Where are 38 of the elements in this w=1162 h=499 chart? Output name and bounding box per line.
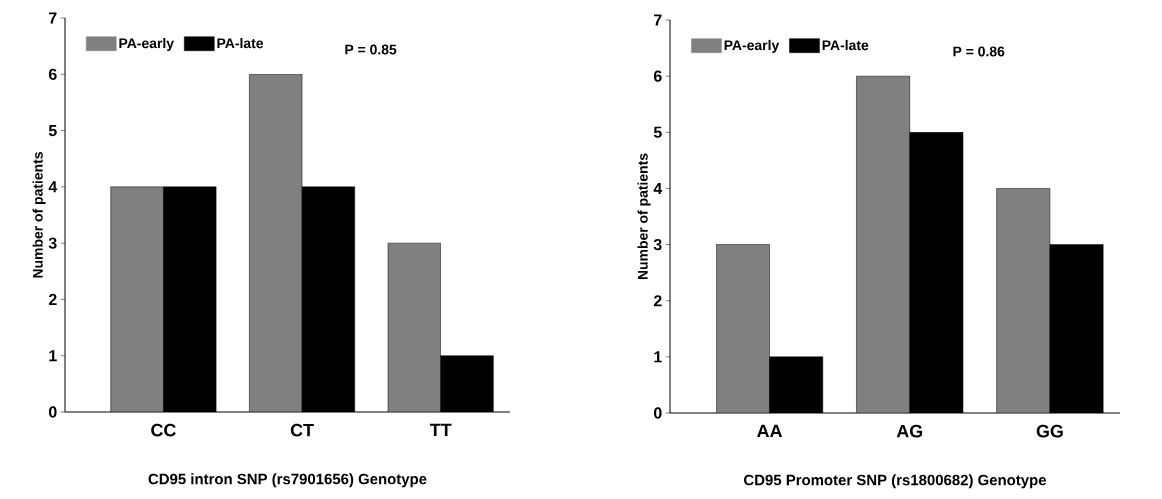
y-tick-label: 4 bbox=[48, 181, 58, 193]
legend-label: PA-late bbox=[217, 37, 264, 49]
bar bbox=[249, 74, 303, 412]
bar bbox=[856, 75, 910, 413]
y-tick-label: 2 bbox=[48, 293, 57, 305]
y-tick-label: 5 bbox=[653, 126, 662, 138]
y-tick-label: 2 bbox=[653, 295, 662, 307]
y-tick-label: 5 bbox=[48, 125, 57, 137]
bar bbox=[716, 244, 770, 413]
y-tick-label: 1 bbox=[654, 351, 662, 363]
y-tick-label: 0 bbox=[48, 406, 57, 418]
bar bbox=[110, 186, 164, 412]
y-tick-label: 7 bbox=[49, 12, 57, 24]
y-axis-title: Number of patients bbox=[637, 153, 651, 280]
x-tick-label: CC bbox=[151, 423, 176, 437]
annotation: P = 0.85 bbox=[345, 44, 397, 55]
legend-label: PA-early bbox=[724, 39, 780, 53]
legend-label: PA-early bbox=[119, 37, 174, 51]
y-tick-label: 6 bbox=[653, 70, 662, 82]
x-tick-label: CT bbox=[290, 423, 314, 437]
y-tick-label: 6 bbox=[48, 68, 57, 80]
x-tick-label: GG bbox=[1036, 424, 1063, 438]
y-tick-label: 0 bbox=[654, 407, 662, 419]
y-tick-label: 4 bbox=[653, 182, 663, 194]
x-tick-label: TT bbox=[429, 423, 452, 437]
y-tick-label: 7 bbox=[654, 14, 662, 26]
x-axis-title: CD95 Promoter SNP (rs1800682) Genotype bbox=[744, 474, 1047, 489]
y-tick-label: 3 bbox=[653, 238, 662, 251]
x-tick-label: AA bbox=[757, 424, 783, 438]
y-axis-title: Number of patients bbox=[32, 152, 46, 278]
y-tick-label: 3 bbox=[48, 237, 57, 249]
y-tick-label: 1 bbox=[49, 350, 57, 362]
x-axis-title: CD95 intron SNP (rs7901656) Genotype bbox=[148, 473, 427, 488]
bar bbox=[996, 188, 1051, 413]
bar bbox=[387, 242, 441, 412]
annotation: P = 0.86 bbox=[953, 46, 1005, 57]
legend-label: PA-late bbox=[822, 39, 869, 51]
x-tick-label: AG bbox=[896, 424, 923, 438]
